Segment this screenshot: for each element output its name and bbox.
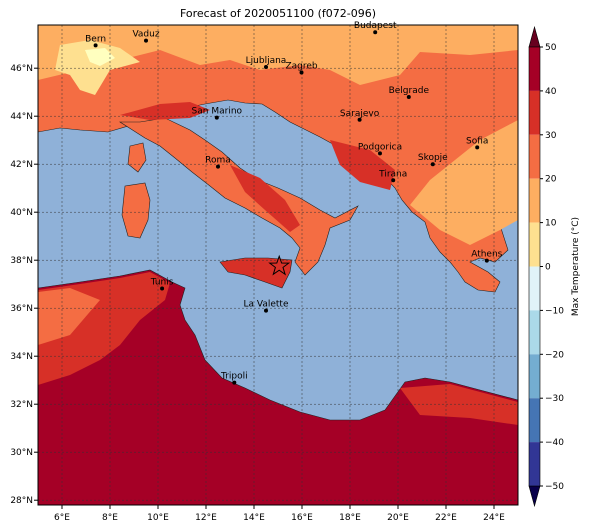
- colorbar-segment: [529, 354, 540, 399]
- colorbar-extend-bottom: [528, 485, 541, 508]
- lon-tick-label: 20°E: [387, 513, 409, 523]
- city-dot: [378, 151, 382, 156]
- colorbar-segment: [529, 310, 540, 355]
- city-dot: [216, 164, 220, 169]
- lon-tick-label: 16°E: [291, 513, 313, 523]
- colorbar-segment: [529, 398, 540, 443]
- city-dot: [373, 30, 378, 35]
- lon-tick-label: 10°E: [147, 513, 169, 523]
- colorbar-tick-label: 10: [545, 219, 557, 229]
- lon-tick-label: 12°E: [195, 513, 217, 523]
- city-label: Belgrade: [389, 86, 430, 96]
- city-label: Roma: [205, 156, 231, 166]
- city-dot: [93, 43, 98, 48]
- colorbar-tick-label: −50: [545, 482, 564, 492]
- colorbar-tick-label: −40: [545, 438, 564, 448]
- colorbar-segment: [529, 90, 540, 135]
- colorbar-tick-label: −30: [545, 394, 564, 404]
- colorbar-segment: [529, 222, 540, 267]
- colorbar-tick-label: 20: [545, 175, 557, 185]
- colorbar-tick-label: −20: [545, 350, 564, 360]
- lon-tick-label: 8°E: [102, 513, 118, 523]
- city-label: Budapest: [354, 21, 397, 31]
- lat-tick-label: 36°N: [10, 304, 33, 314]
- sardinia-land: [121, 182, 151, 239]
- city-label: Tunis: [150, 278, 174, 288]
- lon-tick-label: 6°E: [54, 513, 70, 523]
- city-dot: [264, 308, 268, 313]
- city-dot: [299, 70, 304, 75]
- colorbar-tick-label: −10: [545, 306, 564, 316]
- africa-coast-band-2: [38, 288, 100, 345]
- lon-tick-label: 24°E: [483, 513, 505, 523]
- lat-tick-label: 42°N: [10, 160, 33, 170]
- lat-tick-label: 38°N: [10, 256, 33, 266]
- italy-land: [118, 117, 359, 276]
- lat-tick-label: 44°N: [10, 112, 33, 122]
- city-dot: [484, 258, 489, 263]
- city-label: Bern: [85, 34, 106, 44]
- balkan-hot-band: [330, 140, 395, 190]
- city-label: Skopje: [418, 153, 448, 163]
- colorbar-segment: [529, 442, 540, 486]
- city-dot: [391, 178, 396, 183]
- city-label: Sarajevo: [340, 109, 380, 119]
- city-label: La Valette: [244, 300, 289, 310]
- balkans-cool-band: [410, 120, 518, 245]
- colorbar-tick-label: 30: [545, 131, 557, 141]
- city-label: Zagreb: [285, 62, 317, 72]
- colorbar-tick-label: 50: [545, 43, 557, 53]
- po-hot-band: [120, 102, 210, 120]
- map-title: Forecast of 2020051100 (f072-096): [179, 7, 377, 20]
- city-label: Podgorica: [358, 142, 402, 152]
- city-dot: [430, 162, 435, 167]
- map-frame: [37, 24, 519, 506]
- city-label: Sofia: [466, 136, 488, 146]
- axis-ticks: 6°E 8°E 10°E 12°E 14°E 16°E 18°E 20°E 22°E 24°E 28…: [10, 64, 505, 523]
- lat-tick-label: 40°N: [10, 208, 33, 218]
- colorbar-segment: [529, 47, 540, 91]
- city-dot: [264, 65, 268, 69]
- city-label: Tripoli: [220, 372, 248, 382]
- colorbar: 50 40 30 20 10 0 −10 −20 −30 −40 −50 Max Temperatur…: [528, 25, 581, 508]
- lon-tick-label: 18°E: [339, 513, 361, 523]
- city-dot: [160, 286, 165, 291]
- italy-hot-band: [230, 165, 300, 232]
- city-label: Vaduz: [132, 30, 159, 40]
- colorbar-segment: [529, 178, 540, 223]
- corsica-land: [127, 142, 147, 173]
- colorbar-segment: [529, 266, 540, 311]
- colorbar-extend-top: [528, 25, 541, 48]
- colorbar-tick-label: 40: [545, 87, 557, 97]
- city-label: San Marino: [192, 107, 243, 117]
- city-dot: [357, 117, 362, 122]
- lat-tick-label: 30°N: [10, 448, 33, 458]
- city-label: Athens: [471, 250, 502, 260]
- alps-cold-band: [55, 40, 140, 95]
- lat-tick-label: 28°N: [10, 496, 33, 506]
- lat-tick-label: 34°N: [10, 352, 33, 362]
- colorbar-tick-label: 0: [545, 263, 551, 273]
- star-marker: [268, 254, 291, 276]
- city-label: Tirana: [378, 169, 407, 179]
- city-label: Ljubljana: [246, 56, 287, 66]
- colorbar-label: Max Temperature (°C): [571, 217, 581, 316]
- libya-coast-band: [400, 384, 518, 425]
- city-dot: [232, 380, 237, 385]
- city-dot: [144, 38, 148, 43]
- city-dot: [475, 145, 480, 150]
- lon-tick-label: 22°E: [435, 513, 457, 523]
- lon-tick-label: 14°E: [243, 513, 265, 523]
- city-dot: [214, 115, 219, 120]
- lat-tick-label: 46°N: [10, 64, 33, 74]
- colorbar-segment: [529, 134, 540, 179]
- lat-tick-label: 32°N: [10, 400, 33, 410]
- alps-cold-core: [85, 48, 115, 66]
- star-marker-layer: [268, 254, 291, 276]
- city-dot: [406, 95, 411, 99]
